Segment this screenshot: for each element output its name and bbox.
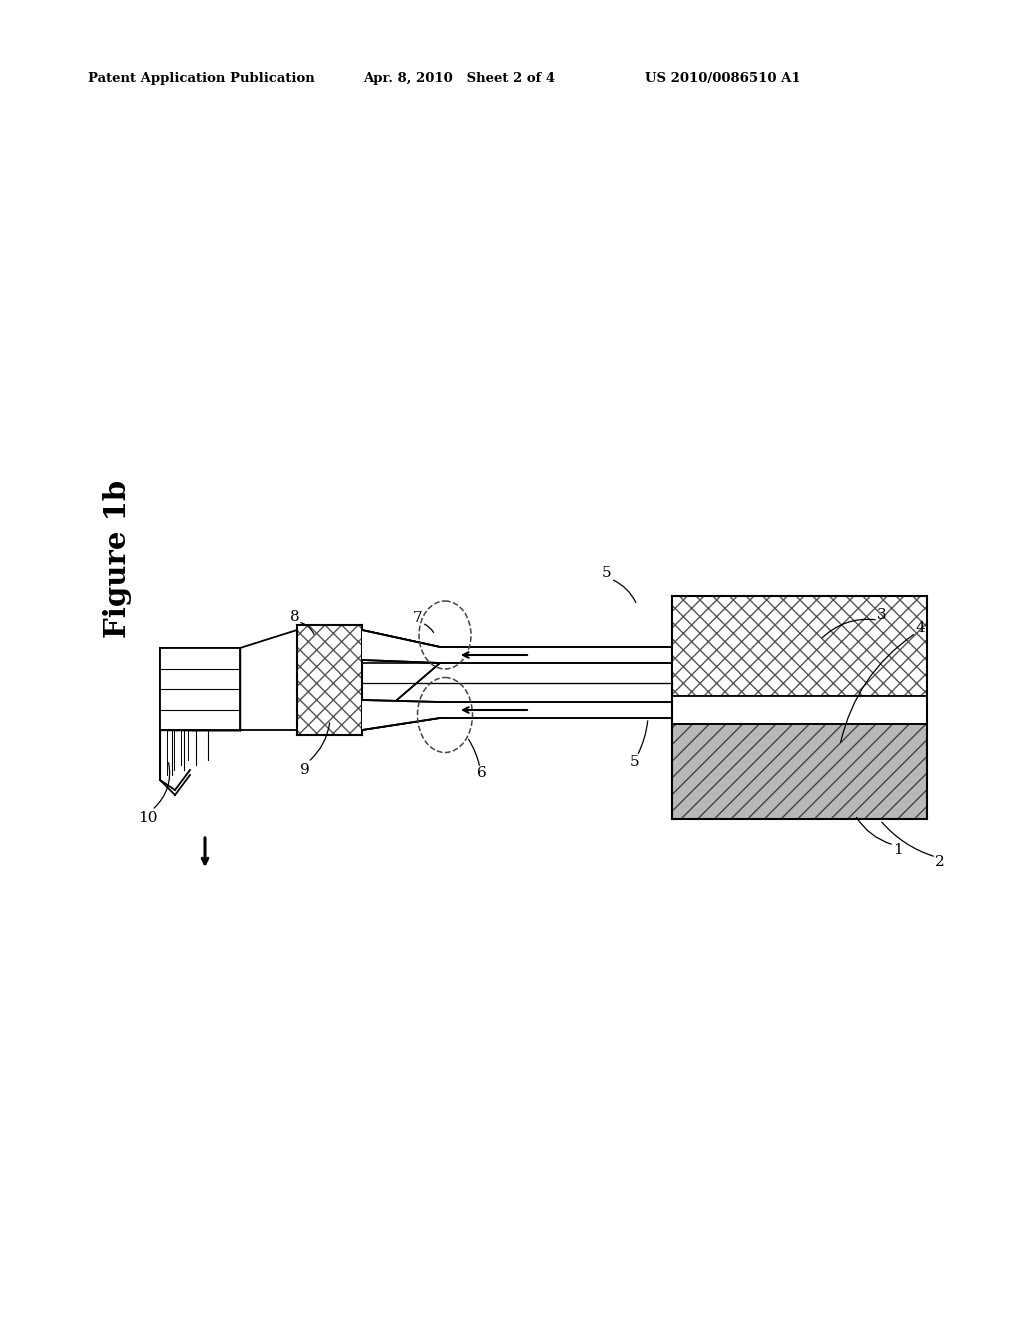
Text: Figure 1b: Figure 1b [103,480,132,638]
Text: 6: 6 [477,766,486,780]
Bar [672,723,927,818]
Bar [362,663,672,702]
Text: 1: 1 [893,843,903,857]
Text: 9: 9 [300,763,310,777]
Text: US 2010/0086510 A1: US 2010/0086510 A1 [645,73,801,84]
Text: 5: 5 [602,566,611,579]
Text: 5: 5 [630,755,640,770]
Text: 3: 3 [878,609,887,622]
Text: 2: 2 [935,855,945,869]
Text: Patent Application Publication: Patent Application Publication [88,73,314,84]
Polygon shape [362,630,440,663]
Polygon shape [362,700,440,730]
Text: 8: 8 [290,610,300,624]
Text: 4: 4 [915,620,925,635]
Text: 7: 7 [414,611,423,624]
Bar [672,597,927,696]
Text: Apr. 8, 2010   Sheet 2 of 4: Apr. 8, 2010 Sheet 2 of 4 [362,73,555,84]
Bar [160,648,240,730]
Bar [672,696,927,723]
Bar [297,624,362,735]
Polygon shape [362,630,440,730]
Text: 10: 10 [138,810,158,825]
